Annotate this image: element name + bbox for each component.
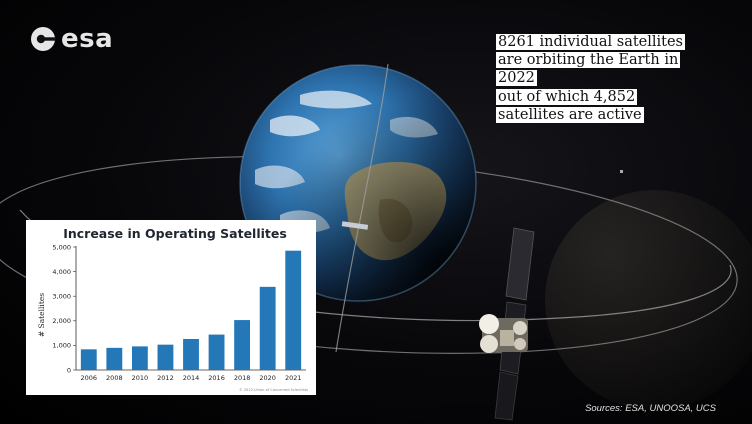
bar-2010: [131, 346, 148, 370]
esa-wordmark: esa: [61, 24, 114, 54]
esa-logo-icon: [31, 27, 56, 51]
stat-orbiting-text: 8261 individual satellites are orbiting …: [496, 34, 686, 86]
x-tick-label: 2020: [259, 374, 276, 382]
stat-orbiting-satellites: 8261 individual satellites are orbiting …: [496, 33, 701, 87]
x-tick-label: 2006: [81, 374, 98, 382]
bar-2012: [157, 344, 174, 370]
x-tick-label: 2014: [183, 374, 200, 382]
chart-title: Increase in Operating Satellites: [63, 226, 287, 241]
stat-active-text: out of which 4,852 satellites are active: [496, 89, 644, 123]
x-tick-label: 2010: [132, 374, 149, 382]
x-tick-label: 2012: [157, 374, 174, 382]
bar-2008: [106, 347, 123, 370]
x-tick-label: 2016: [208, 374, 225, 382]
y-tick-label: 1,000: [52, 342, 71, 350]
bar-2018: [234, 320, 251, 370]
x-tick-label: 2008: [106, 374, 123, 382]
esa-logo: esa: [30, 26, 113, 52]
y-tick-label: 3,000: [52, 293, 71, 301]
moon-shape: [545, 190, 752, 410]
y-tick-label: 5,000: [52, 243, 71, 251]
y-axis-label: # Satellites: [37, 293, 46, 337]
y-axis-ticks: 0 1,000 2,000 3,000 4,000 5,000: [52, 243, 76, 374]
satellite-icon: [479, 227, 535, 421]
bar-2021: [285, 250, 302, 370]
bar-2020: [259, 286, 276, 370]
mouse-pointer: [620, 170, 623, 173]
chart-credit: © 2022 Union of Concerned Scientists: [239, 388, 308, 392]
bar-2014: [183, 339, 199, 370]
bar-series: [80, 250, 302, 370]
earth-icon: [239, 64, 477, 302]
x-axis-ticks: 2006 2008 2010 2012 2014 2016 2018 2020 2021: [81, 374, 302, 382]
x-tick-label: 2018: [234, 374, 251, 382]
y-tick-label: 4,000: [52, 268, 71, 276]
x-tick-label: 2021: [285, 374, 302, 382]
y-tick-label: 0: [67, 366, 71, 374]
sources-caption: Sources: ESA, UNOOSA, UCS: [585, 403, 716, 414]
chart-canvas: Increase in Operating Satellites # Satel…: [37, 226, 308, 392]
small-satellite-icon: [341, 221, 369, 230]
bar-2006: [80, 349, 97, 370]
stat-active-satellites: out of which 4,852 satellites are active: [496, 88, 701, 124]
satellite-chart: Increase in Operating Satellites # Satel…: [26, 220, 316, 395]
y-tick-label: 2,000: [52, 317, 71, 325]
orbit-ring-vertical: [335, 63, 389, 353]
bar-2016: [208, 334, 225, 370]
